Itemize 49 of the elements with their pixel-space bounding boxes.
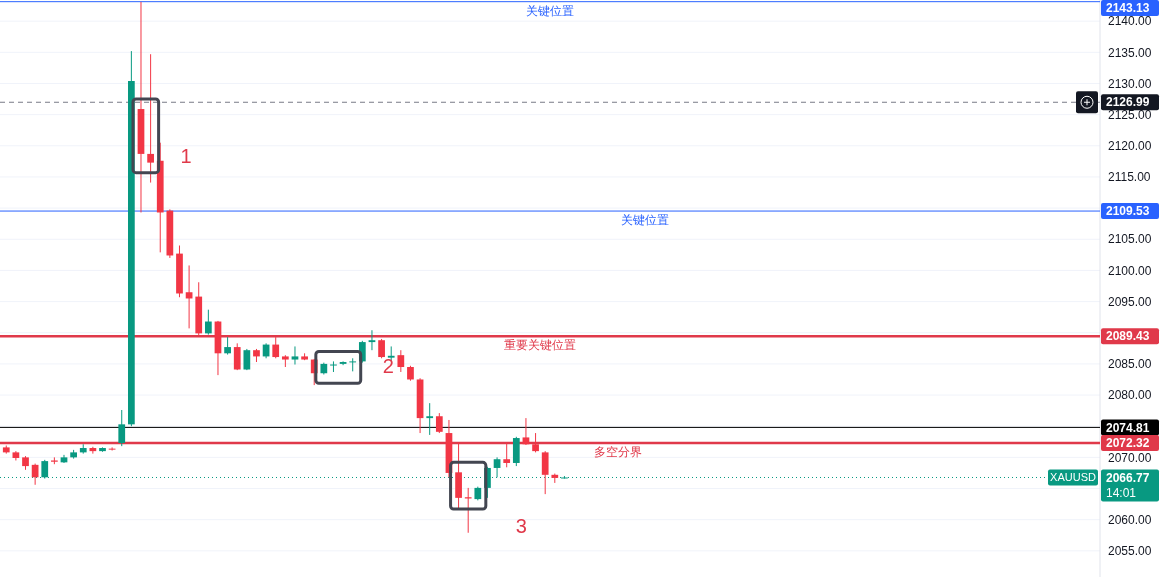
y-tick-label: 2095.00 (1108, 294, 1152, 309)
text: 2089.43 (1106, 329, 1150, 344)
candlestick (349, 357, 357, 372)
candlestick (541, 450, 549, 495)
candlestick (503, 442, 511, 468)
y-tick-label: 2060.00 (1108, 512, 1152, 527)
ref-line-label: XAUUSD (1050, 471, 1096, 484)
y-tick-label: 2100.00 (1108, 263, 1152, 278)
annotation: 2 (382, 355, 394, 378)
y-tick-label: 2115.00 (1108, 170, 1151, 185)
text: 2109.53 (1106, 204, 1150, 219)
y-tick-label: 2120.00 (1108, 139, 1152, 154)
y-tick-label: 2135.00 (1108, 45, 1152, 60)
annotation: 3 (515, 515, 527, 538)
candlestick (204, 309, 212, 336)
candlestick (435, 412, 443, 434)
candlestick (378, 338, 385, 359)
text: 2066.77 (1106, 470, 1150, 485)
ref-line-label: 关键位置 (526, 3, 574, 18)
y-tick-label: 2125.00 (1108, 107, 1152, 122)
y-tick-label: 2105.00 (1108, 232, 1152, 247)
text: 14:01 (1106, 485, 1137, 500)
ref-line-label: 关键位置 (621, 213, 669, 228)
candlestick (233, 342, 241, 371)
text: 2072.32 (1106, 436, 1150, 451)
ref-line-label: 多空分界 (594, 444, 642, 459)
candlestick (272, 336, 280, 359)
y-tick-label: 2055.00 (1108, 544, 1152, 559)
candlestick (522, 417, 530, 446)
ref-line-label: 重要关键位置 (504, 338, 576, 353)
text: 2126.99 (1106, 95, 1150, 110)
candlestick (368, 329, 376, 351)
candlestick (426, 402, 434, 436)
candlestick (291, 345, 299, 366)
y-tick-label: 2140.00 (1108, 14, 1152, 29)
annotation: 1 (180, 144, 192, 167)
candlestick (147, 53, 154, 184)
text: 2074.81 (1106, 420, 1150, 435)
candlestick (532, 432, 539, 453)
candlestick (41, 459, 49, 480)
candlestick (339, 360, 347, 366)
y-tick-label: 2130.00 (1108, 76, 1152, 91)
text: 2143.13 (1106, 1, 1150, 16)
candlestick (118, 409, 126, 447)
y-tick-label: 2070.00 (1108, 450, 1152, 465)
y-tick-label: 2080.00 (1108, 388, 1152, 403)
y-tick-label: 2085.00 (1108, 357, 1152, 372)
candlestick (330, 360, 337, 373)
candlestick (397, 349, 405, 373)
